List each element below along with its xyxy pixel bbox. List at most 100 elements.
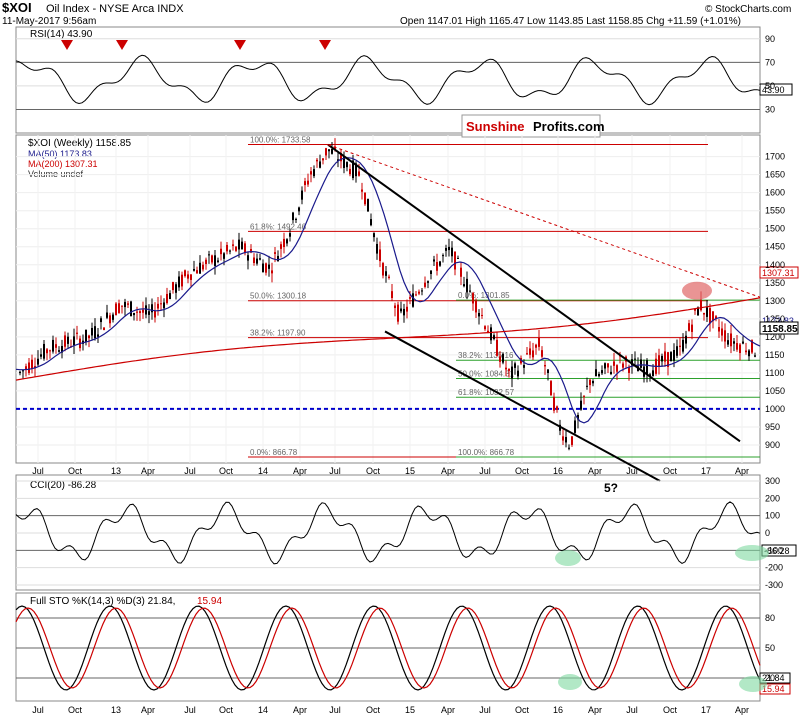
candle-body xyxy=(67,336,69,344)
candles xyxy=(19,138,756,451)
x-label-top: Apr xyxy=(735,466,749,476)
candle-body xyxy=(250,248,252,253)
candle-body xyxy=(115,303,117,316)
candle-body xyxy=(199,262,201,274)
x-label-top: 13 xyxy=(111,466,121,476)
candle-body xyxy=(112,314,114,320)
candle-body xyxy=(691,324,693,332)
price-tick: 950 xyxy=(765,422,780,432)
candle-body xyxy=(571,436,573,445)
candle-body xyxy=(157,303,159,309)
candle-body xyxy=(148,311,150,315)
candle-body xyxy=(445,247,447,251)
candle-body xyxy=(700,299,702,311)
candle-body xyxy=(529,348,531,355)
x-label-bottom: Jul xyxy=(329,705,341,715)
index-name: Oil Index - NYSE Arca INDX xyxy=(46,3,184,15)
candle-body xyxy=(343,156,345,168)
price-tick: 1150 xyxy=(765,350,784,360)
price-tick: 1100 xyxy=(765,368,784,378)
x-label-top: Oct xyxy=(663,466,678,476)
candle-body xyxy=(244,243,246,254)
price-tick: 1350 xyxy=(765,278,785,288)
candle-body xyxy=(661,355,663,362)
candle-body xyxy=(166,293,168,304)
candle-body xyxy=(403,308,405,316)
candle-body xyxy=(178,276,180,288)
candle-body xyxy=(508,368,510,371)
candle-body xyxy=(418,291,420,294)
legend-ma50: MA(50) 1173.83 xyxy=(28,149,92,159)
candle-body xyxy=(730,333,732,347)
x-label-bottom: Oct xyxy=(219,705,234,715)
candle-body xyxy=(52,339,54,352)
candle-body xyxy=(22,370,24,372)
price-tick: 1200 xyxy=(765,332,785,342)
sto-label-d: 15.94 xyxy=(197,596,222,607)
cci-tick: 200 xyxy=(765,493,780,503)
candle-body xyxy=(181,274,183,287)
candle-body xyxy=(601,370,603,374)
candle-body xyxy=(160,303,162,305)
candle-body xyxy=(472,293,474,304)
price-tick: 1250 xyxy=(765,314,785,324)
candle-body xyxy=(505,367,507,370)
candle-body xyxy=(322,158,324,161)
candle-body xyxy=(190,274,192,280)
x-label-bottom: Apr xyxy=(141,705,155,715)
candle-body xyxy=(718,327,720,332)
x-label-top: Oct xyxy=(219,466,234,476)
price-tick: 900 xyxy=(765,440,780,450)
candle-body xyxy=(382,263,384,276)
candle-body xyxy=(631,359,633,366)
candle-body xyxy=(712,311,714,321)
candle-body xyxy=(466,278,468,292)
price-tick: 1650 xyxy=(765,170,785,180)
candle-body xyxy=(229,250,231,252)
candle-body xyxy=(514,363,516,368)
candle-body xyxy=(64,335,66,347)
candle-body xyxy=(373,233,375,238)
candle-body xyxy=(364,192,366,205)
candle-body xyxy=(493,335,495,340)
candle-body xyxy=(376,243,378,254)
candle-body xyxy=(172,282,174,291)
candle-body xyxy=(265,263,267,273)
candle-body xyxy=(583,395,585,397)
candle-body xyxy=(346,162,348,168)
candle-body xyxy=(460,267,462,277)
x-label-top: Oct xyxy=(366,466,381,476)
candle-body xyxy=(205,259,207,265)
candle-body xyxy=(409,297,411,299)
candle-body xyxy=(463,284,465,287)
candle-body xyxy=(109,315,111,324)
x-label-bottom: Oct xyxy=(366,705,381,715)
candle-body xyxy=(721,328,723,336)
candle-body xyxy=(610,371,612,375)
candle-body xyxy=(193,268,195,271)
rsi-panel xyxy=(15,26,761,134)
candle-body xyxy=(391,291,393,298)
candle-body xyxy=(217,260,219,262)
candle-body xyxy=(85,329,87,343)
channel-upper xyxy=(327,143,741,443)
candle-body xyxy=(163,302,165,309)
candle-body xyxy=(121,305,123,307)
candle-body xyxy=(202,264,204,270)
candle-body xyxy=(58,350,60,352)
tag-ma200: 1307.31 xyxy=(762,268,795,278)
candle-body xyxy=(694,308,696,311)
candle-body xyxy=(427,281,429,283)
candle-body xyxy=(151,304,153,313)
candle-body xyxy=(577,414,579,420)
candle-body xyxy=(295,218,297,221)
candle-body xyxy=(448,246,450,251)
candle-body xyxy=(214,255,216,266)
candle-body xyxy=(259,258,261,260)
fib-short-label: 61.8%: 1032.57 xyxy=(458,388,515,397)
candle-body xyxy=(709,308,711,324)
candle-body xyxy=(544,364,546,367)
candle-body xyxy=(442,255,444,257)
sell-arrow-icon xyxy=(116,40,128,50)
candle-body xyxy=(592,380,594,384)
